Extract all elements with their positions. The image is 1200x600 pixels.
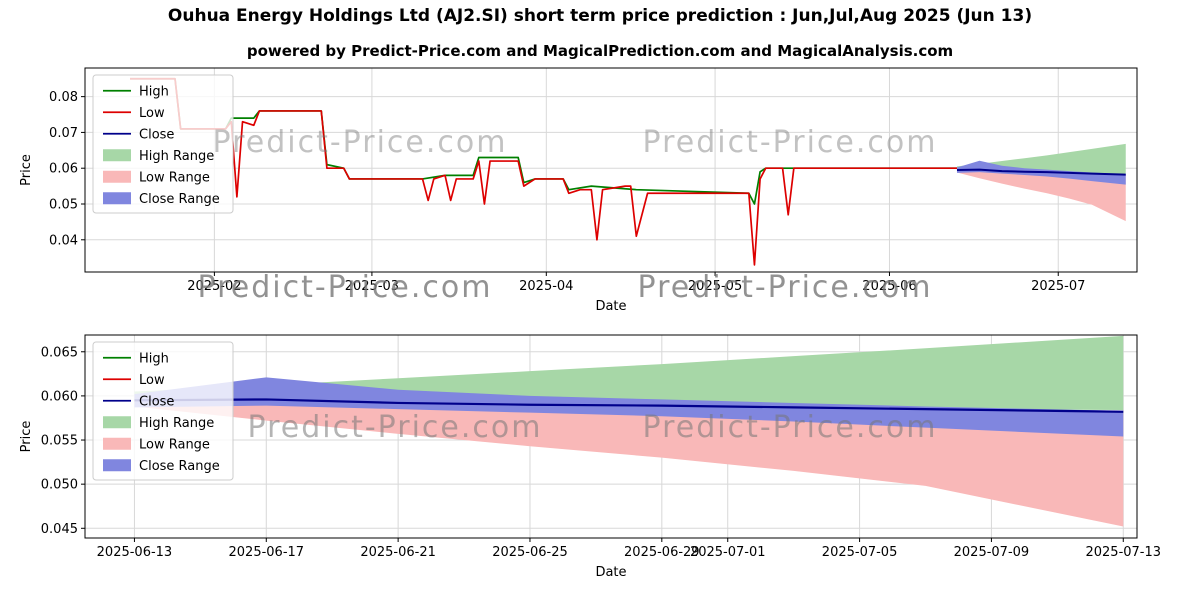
y-tick-label: 0.045 [41,522,78,537]
watermark-text: Predict-Price.com [198,270,493,305]
x-tick-label: 2025-06 [862,279,916,294]
x-tick-label: 2025-07-05 [822,545,898,560]
close-line [134,398,1124,413]
low-range-band [956,168,1126,222]
x-tick-label: 2025-07 [1031,279,1085,294]
legend-label: Low [139,373,165,388]
x-tick-label: 2025-02 [187,279,241,294]
close-line [956,168,1126,176]
watermark-text: Predict-Price.com [643,410,938,445]
axes: 2025-02 2025-03 2025-04 2025-05 2025-06 2025-… [19,90,1085,314]
x-tick-label: 2025-03 [345,279,399,294]
legend-label: High Range [139,149,214,164]
low-range-legend-swatch [103,170,131,183]
watermark-text: Predict-Price.com [213,125,508,160]
legend-label: High [139,351,169,366]
legend-label: High Range [139,416,214,431]
y-tick-label: 0.05 [49,198,78,213]
legend-label: High [139,84,169,99]
y-tick-label: 0.07 [49,126,78,141]
legend-label: Low Range [139,170,210,185]
close-range-band [134,377,1124,437]
x-tick-label: 2025-07-13 [1085,545,1161,560]
y-tick-label: 0.04 [49,233,78,248]
y-tick-label: 0.050 [41,478,78,493]
y-tick-label: 0.08 [49,90,78,105]
figure-title: Ouhua Energy Holdings Ltd (AJ2.SI) short… [167,6,1033,26]
legend: High Low Close High Range Low Range Close Ran… [92,74,234,214]
watermark-text: Predict-Price.com [248,410,543,445]
x-axis-label: Date [595,299,626,314]
x-axis-label: Date [595,565,626,580]
x-tick-label: 2025-06-13 [97,545,173,560]
y-tick-label: 0.06 [49,162,78,177]
y-axis-label: Price [19,154,34,186]
x-tick-label: 2025-05 [688,279,742,294]
x-tick-label: 2025-06-21 [360,545,436,560]
legend-label: Low [139,106,165,121]
axes: 2025-06-13 2025-06-17 2025-06-21 2025-06-25… [19,345,1161,580]
y-axis-label: Price [19,421,34,453]
watermark-text: Predict-Price.com [643,125,938,160]
figure-subtitle: powered by Predict-Price.com and Magical… [246,42,954,60]
plot-frame [84,334,1138,539]
y-tick-label: 0.065 [41,345,78,360]
x-tick-label: 2025-06-29 [624,545,700,560]
low-range-band [134,395,1124,527]
x-tick-label: 2025-06-25 [492,545,568,560]
x-tick-label: 2025-07-09 [954,545,1030,560]
legend-label: Close [139,394,174,409]
high-range-legend-swatch [103,149,131,162]
low-range-legend-swatch [103,437,131,450]
high-range-legend-swatch [103,416,131,429]
x-tick-label: 2025-06-17 [229,545,305,560]
watermark-text: Predict-Price.com [638,270,933,305]
legend-label: Close Range [139,192,220,207]
legend-label: Low Range [139,437,210,452]
close-range-legend-swatch [103,459,131,472]
x-tick-label: 2025-04 [519,279,573,294]
x-tick-label: 2025-07-01 [690,545,766,560]
y-tick-label: 0.055 [41,434,78,449]
legend: High Low Close High Range Low Range Close Ran… [92,341,234,481]
plot-frame [84,67,1138,273]
close-range-legend-swatch [103,192,131,205]
low-line [130,77,957,266]
legend-label: Close [139,127,174,142]
legend-label: Close Range [139,459,220,474]
overview-chart: 2025-02 2025-03 2025-04 2025-05 2025-06 2025-… [19,67,1138,314]
y-tick-label: 0.060 [41,389,78,404]
grid [85,68,1137,272]
high-line [130,77,957,205]
forecast-detail-chart: 2025-06-13 2025-06-17 2025-06-21 2025-06-25… [19,334,1161,580]
